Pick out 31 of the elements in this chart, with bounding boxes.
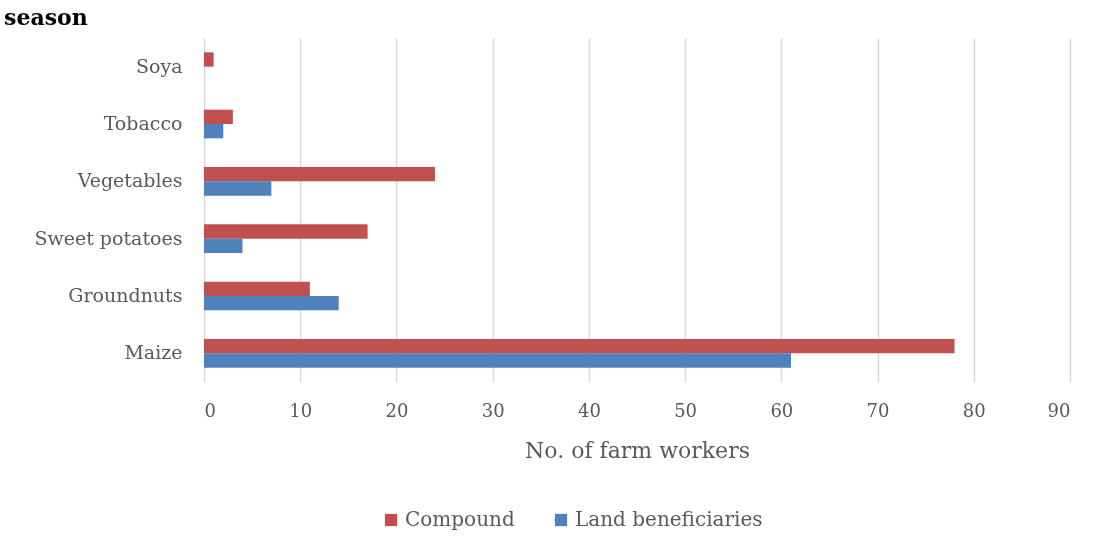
bar: [204, 339, 955, 354]
x-tick-label: 20: [385, 399, 409, 421]
bar: [204, 353, 791, 368]
x-tick-label: 10: [289, 399, 313, 421]
y-tick-label: Vegetables: [76, 169, 183, 192]
x-tick-label: 50: [674, 399, 698, 421]
bar: [204, 238, 243, 253]
y-tick-label: Tobacco: [103, 112, 183, 134]
chart-title: season: [4, 4, 88, 30]
x-tick-label: 0: [204, 399, 216, 421]
bar: [204, 109, 233, 124]
legend-label: Compound: [405, 507, 515, 531]
y-tick-label: Sweet potatoes: [34, 226, 183, 249]
bar: [204, 52, 214, 67]
x-tick-label: 80: [962, 399, 986, 421]
bar: [204, 281, 310, 296]
bar: [204, 296, 339, 311]
x-tick-label: 30: [481, 399, 505, 421]
y-tick-label: Groundnuts: [68, 284, 183, 306]
bar: [204, 167, 435, 182]
bar: [204, 124, 224, 139]
bar: [204, 224, 368, 239]
bar: [204, 181, 272, 196]
x-tick-label: 60: [770, 399, 794, 421]
x-tick-label: 40: [577, 399, 601, 421]
y-tick-label: Soya: [135, 54, 183, 77]
x-tick-label: 70: [866, 399, 890, 421]
x-tick-label: 90: [1047, 399, 1071, 421]
x-axis-title: No. of farm workers: [525, 437, 750, 463]
legend-label: Land beneficiaries: [575, 507, 763, 531]
y-tick-label: Maize: [124, 341, 183, 364]
